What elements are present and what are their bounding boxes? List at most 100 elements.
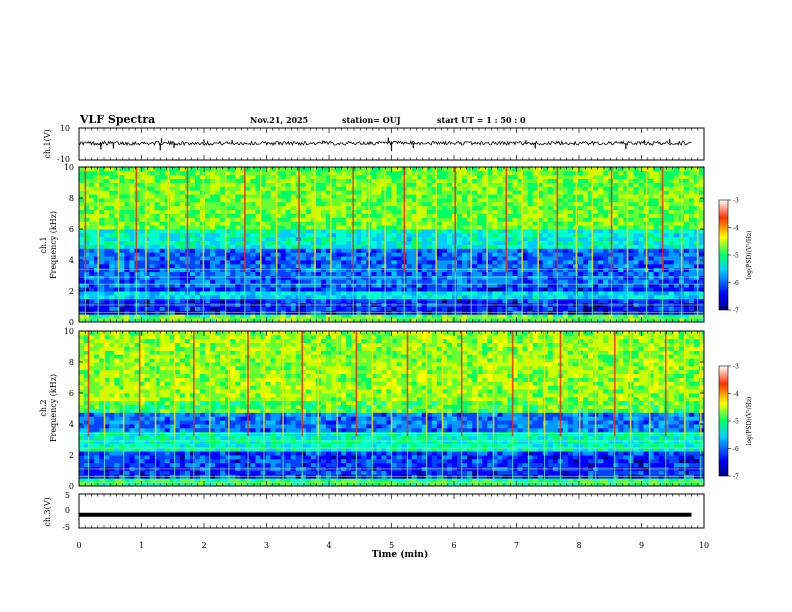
spectrogram-cell <box>659 279 664 283</box>
spectrogram-cell <box>336 175 341 179</box>
spectrogram-cell <box>603 233 608 237</box>
spectrogram-cell <box>618 221 623 225</box>
spectrogram-cell <box>381 299 386 303</box>
spectrogram-cell <box>170 272 175 276</box>
spectrogram-cell <box>407 206 412 210</box>
spectrogram-cell <box>109 186 114 190</box>
spectrogram-cell <box>286 214 291 218</box>
spectrogram-cell <box>669 171 674 175</box>
spectrogram-cell <box>381 229 386 233</box>
spectrogram-cell <box>492 167 497 171</box>
spectrogram-cell <box>109 233 114 237</box>
spectrogram-cell <box>633 299 638 303</box>
spectrogram-cell <box>397 214 402 218</box>
spectrogram-cell <box>346 307 351 311</box>
spectrogram-cell <box>371 233 376 237</box>
spectrogram-cell <box>331 233 336 237</box>
spectrogram-cell <box>512 295 517 299</box>
spectrogram-cell <box>386 217 391 221</box>
spectrogram-cell <box>175 186 180 190</box>
spectrogram-cell <box>548 307 553 311</box>
spectrogram-cell <box>119 214 124 218</box>
spectrogram-cell <box>119 194 124 198</box>
spectrogram-cell <box>558 198 563 202</box>
spectrogram-cell <box>578 291 583 295</box>
spectrogram-cell <box>316 175 321 179</box>
spectrogram-cell <box>250 190 255 194</box>
spectrogram-cell <box>593 190 598 194</box>
spectrogram-cell <box>230 175 235 179</box>
spectrogram-cell <box>235 183 240 187</box>
spectrogram-cell <box>523 229 528 233</box>
spectrogram-cell <box>568 202 573 206</box>
spectrogram-cell <box>437 175 442 179</box>
spectrogram-cell <box>654 241 659 245</box>
spectrogram-cell <box>472 217 477 221</box>
spectrogram-cell <box>669 190 674 194</box>
spectrogram-cell <box>568 210 573 214</box>
spectrogram-cell <box>150 260 155 264</box>
spectrogram-cell <box>79 276 84 280</box>
spectrogram-cell <box>89 291 94 295</box>
spectrogram-cell <box>523 186 528 190</box>
spectrogram-cell <box>583 214 588 218</box>
spectrogram-cell <box>346 229 351 233</box>
spectrogram-cell <box>250 260 255 264</box>
spectrogram-cell <box>392 237 397 241</box>
spectrogram-cell <box>386 279 391 283</box>
spectrogram-cell <box>548 252 553 256</box>
spectrogram-cell <box>104 241 109 245</box>
spectrogram-cell <box>638 245 643 249</box>
spectrogram-cell <box>689 175 694 179</box>
spectrogram-cell <box>633 214 638 218</box>
spectrogram-cell <box>371 287 376 291</box>
spectrogram-cell <box>170 299 175 303</box>
spectrogram-cell <box>210 214 215 218</box>
spectrogram-cell <box>180 291 185 295</box>
spectrogram-cell <box>271 198 276 202</box>
spectrogram-cell <box>492 183 497 187</box>
spectrogram-cell <box>497 256 502 260</box>
spectrogram-cell <box>134 307 139 311</box>
spectrogram-cell <box>497 225 502 229</box>
spectrogram-cell <box>89 171 94 175</box>
spectrogram-cell <box>160 221 165 225</box>
spectrogram-cell <box>235 194 240 198</box>
spectrogram-cell <box>507 233 512 237</box>
spectrogram-cell <box>427 194 432 198</box>
spectrogram-cell <box>356 256 361 260</box>
spectrogram-cell <box>669 307 674 311</box>
spectrogram-cell <box>457 221 462 225</box>
spectrogram-cell <box>628 264 633 268</box>
spectrogram-cell <box>205 175 210 179</box>
spectrogram-cell <box>543 194 548 198</box>
spectrogram-cell <box>150 190 155 194</box>
spectrogram-cell <box>165 186 170 190</box>
spectrogram-cell <box>306 221 311 225</box>
spectrogram-cell <box>139 186 144 190</box>
spectrogram-cell <box>89 307 94 311</box>
spectrogram-cell <box>407 183 412 187</box>
spectrogram-cell <box>528 198 533 202</box>
spectrogram-cell <box>381 307 386 311</box>
spectrogram-cell <box>129 179 134 183</box>
spectrogram-cell <box>104 256 109 260</box>
spectrogram-cell <box>437 225 442 229</box>
spectrogram-cell <box>548 190 553 194</box>
spectrogram-cell <box>568 291 573 295</box>
spectrogram-cell <box>437 279 442 283</box>
spectrogram-cell <box>649 260 654 264</box>
spectrogram-cell <box>170 256 175 260</box>
spectrogram-cell <box>235 206 240 210</box>
spectrogram-cell <box>109 214 114 218</box>
spectrogram-cell <box>190 260 195 264</box>
spectrogram-cell <box>291 264 296 268</box>
spectrogram-cell <box>548 198 553 202</box>
spectrogram-cell <box>210 237 215 241</box>
spectrogram-cell <box>477 206 482 210</box>
spectrogram-cell <box>271 217 276 221</box>
spectrogram-cell <box>134 291 139 295</box>
spectrogram-cell <box>563 225 568 229</box>
spectrogram-cell <box>281 241 286 245</box>
spectrogram-cell <box>447 210 452 214</box>
